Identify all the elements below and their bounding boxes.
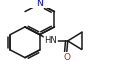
Text: HN: HN bbox=[44, 36, 57, 45]
Text: O: O bbox=[63, 53, 70, 62]
Text: N: N bbox=[36, 0, 43, 8]
